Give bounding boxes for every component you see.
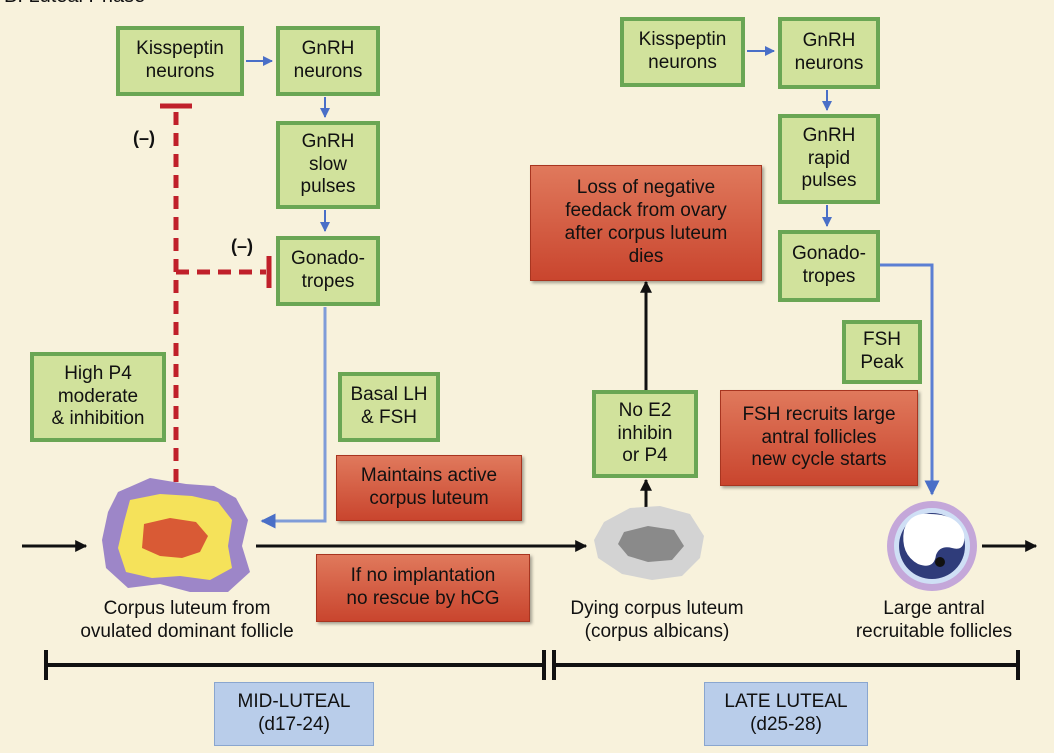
corpus-luteum-core: [142, 518, 208, 558]
diagram-title: B. Luteal Phase: [4, 0, 145, 8]
late-luteal-phase: LATE LUTEAL (d25-28): [704, 682, 868, 746]
maintains-corpus-luteum: Maintains active corpus luteum: [336, 455, 522, 521]
dying-corpus-core: [618, 526, 684, 562]
follicle-label: Large antral recruitable follicles: [855, 598, 1013, 642]
kisspeptin-neurons-right: Kisspeptin neurons: [620, 17, 745, 87]
gonadotropes-right: Gonado- tropes: [778, 230, 880, 302]
follicle-antrum: [903, 513, 965, 566]
dying-corpus-label: Dying corpus luteum (corpus albicans): [570, 598, 744, 642]
gnrh-neurons-right: GnRH neurons: [778, 17, 880, 89]
arrow-gonado-to-corpus: [260, 307, 327, 529]
gnrh-neurons-left: GnRH neurons: [276, 26, 380, 96]
loss-negative-feedback-box: Loss of negative feedack from ovary afte…: [530, 165, 762, 281]
arrow-gonado-to-follicle: [880, 263, 940, 496]
high-p4-box: High P4 moderate & inhibition: [30, 352, 166, 442]
follicle-oocyte: [935, 557, 945, 567]
no-implantation-box: If no implantation no rescue by hCG: [316, 554, 530, 622]
negative-feedback-kisspeptin: (–): [133, 128, 155, 148]
fsh-peak-box: FSH Peak: [842, 320, 922, 384]
negative-feedback-gonadotropes: (–): [231, 236, 253, 256]
kisspeptin-neurons-left: Kisspeptin neurons: [116, 26, 244, 96]
gnrh-slow-pulses: GnRH slow pulses: [276, 121, 380, 209]
gonadotropes-left: Gonado- tropes: [276, 236, 380, 306]
gnrh-rapid-pulses: GnRH rapid pulses: [778, 114, 880, 204]
corpus-luteum-label: Corpus luteum from ovulated dominant fol…: [80, 598, 294, 642]
no-e2-box: No E2 inhibin or P4: [592, 390, 698, 478]
fsh-recruits-box: FSH recruits large antral follicles new …: [720, 390, 918, 486]
basal-lh-fsh-box: Basal LH & FSH: [338, 372, 440, 442]
mid-luteal-phase: MID-LUTEAL (d17-24): [214, 682, 374, 746]
